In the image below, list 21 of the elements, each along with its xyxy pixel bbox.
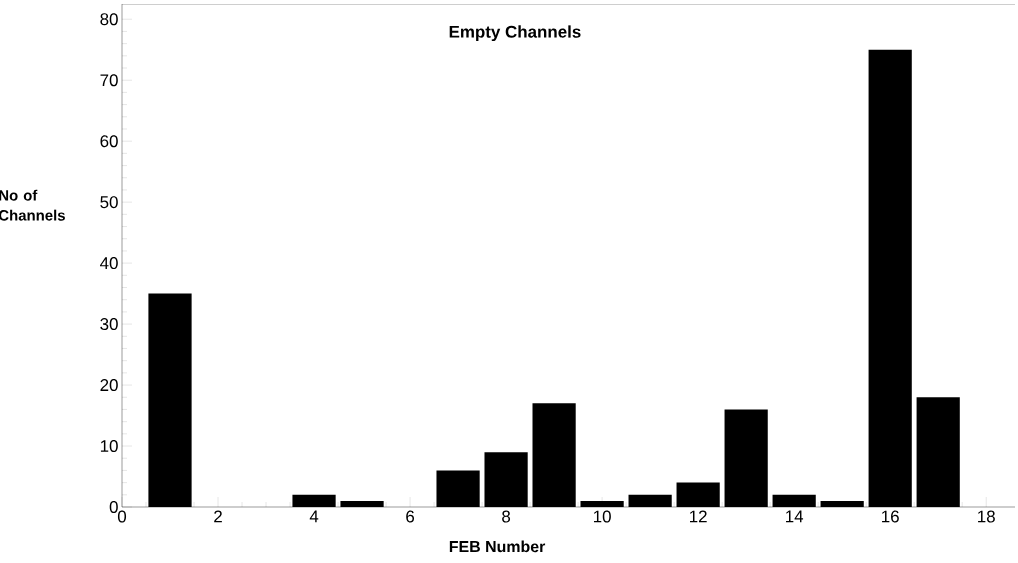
y-tick-label: 30 [100, 318, 118, 331]
x-tick-label: 10 [593, 510, 611, 523]
x-tick-label: 4 [309, 510, 319, 523]
x-tick-label: 0 [117, 510, 127, 523]
y-tick-label: 10 [100, 440, 118, 453]
y-tick-label: 40 [100, 257, 118, 270]
x-tick-label: 16 [882, 510, 899, 523]
x-tick-label: 2 [214, 510, 222, 523]
x-tick-label: 14 [786, 510, 804, 523]
y-tick-label: 70 [100, 74, 118, 87]
y-tick-label: 60 [100, 135, 118, 148]
x-tick-label: 8 [502, 510, 511, 523]
y-tick-label: 50 [100, 196, 118, 209]
y-tick-label: 0 [109, 501, 118, 513]
x-tick-label: 12 [690, 510, 707, 523]
text: Empty Channels [449, 25, 581, 42]
y-tick-label: 80 [100, 13, 118, 26]
x-axis-title: FEB Number [449, 540, 546, 553]
x-tick-label: 18 [978, 510, 995, 523]
y-tick-label: 20 [100, 379, 118, 392]
x-tick-label: 6 [406, 510, 415, 523]
